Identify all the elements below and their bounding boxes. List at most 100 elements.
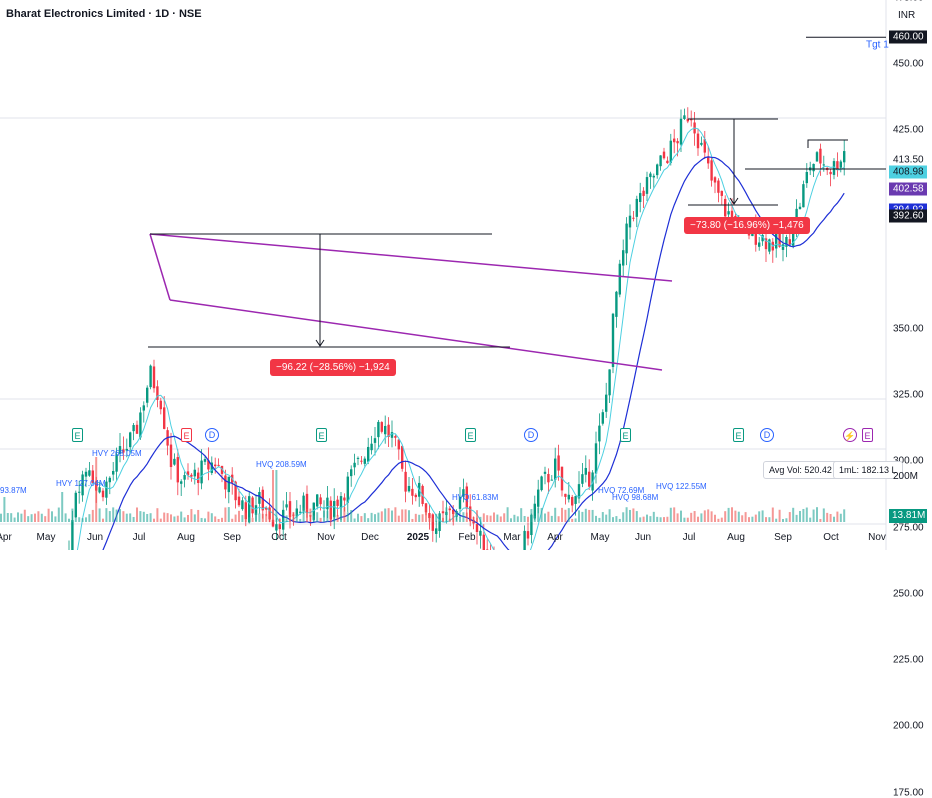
candle-body xyxy=(594,443,598,474)
volume-annotation: HVY 268.05M xyxy=(92,449,142,458)
volume-bar xyxy=(822,508,825,522)
candle-body xyxy=(275,524,278,531)
dividend-icon[interactable]: D xyxy=(205,428,219,442)
chart-title: Bharat Electronics Limited · 1D · NSE xyxy=(6,8,202,20)
volume-bar xyxy=(285,515,288,522)
candle-body xyxy=(635,198,638,217)
candle-body xyxy=(577,484,581,499)
candle-body xyxy=(241,500,244,510)
volume-bar xyxy=(146,513,149,522)
candle-body xyxy=(659,155,662,167)
volume-annotation: HVQ 61.83M xyxy=(452,493,499,502)
volume-bar xyxy=(292,512,295,522)
volume-bar xyxy=(142,511,145,522)
candle-body xyxy=(802,184,805,208)
volume-bar xyxy=(163,512,166,522)
volume-bar xyxy=(693,511,696,522)
volume-bar xyxy=(176,515,179,522)
earnings-icon[interactable]: E xyxy=(465,428,476,442)
volume-bar xyxy=(506,507,509,522)
candle-body xyxy=(815,152,819,162)
volume-bar xyxy=(659,517,662,522)
candle-body xyxy=(234,481,237,501)
candle-body xyxy=(135,424,139,434)
volume-bar xyxy=(608,509,611,522)
candle-body xyxy=(717,180,720,193)
time-tick: 2025 xyxy=(406,532,430,543)
volume-bar xyxy=(353,518,356,522)
volume-bar xyxy=(85,517,87,522)
volume-annotation: HVQ 208.59M xyxy=(256,460,307,469)
volume-bar xyxy=(751,516,754,522)
volume-bar xyxy=(214,516,217,522)
candle-body xyxy=(278,524,281,530)
candle-body xyxy=(649,173,652,178)
volume-bar xyxy=(384,508,387,522)
candle-body xyxy=(142,405,145,411)
volume-bar xyxy=(112,507,115,522)
volume-bar xyxy=(40,513,43,522)
volume-bar xyxy=(71,508,74,522)
volume-bar xyxy=(360,516,363,522)
volume-bar xyxy=(499,516,502,522)
volume-bar xyxy=(642,516,645,522)
earnings-icon[interactable]: E xyxy=(181,428,192,442)
volume-bar xyxy=(401,509,404,522)
candle-body xyxy=(370,443,373,451)
volume-bar xyxy=(251,517,254,522)
volume-bar xyxy=(455,511,458,522)
volume-bar xyxy=(132,516,135,522)
volume-bar xyxy=(309,508,312,522)
time-tick: Sep xyxy=(774,532,792,543)
volume-bar xyxy=(639,517,642,522)
candle-body xyxy=(105,481,108,498)
volume-bar xyxy=(78,517,81,522)
volume-bar xyxy=(23,509,26,522)
volume-bar xyxy=(605,514,608,522)
volume-bar xyxy=(761,510,764,522)
volume-bar xyxy=(510,518,512,522)
candle-body xyxy=(237,496,241,506)
volume-bar xyxy=(714,514,716,522)
candle-body xyxy=(203,459,207,462)
candle-body xyxy=(666,160,669,164)
volume-bar xyxy=(513,514,516,522)
volume-bar xyxy=(221,517,223,522)
earnings-icon[interactable]: E xyxy=(316,428,327,442)
candle-body xyxy=(581,474,584,484)
earnings-icon[interactable]: E xyxy=(733,428,744,442)
earnings-icon[interactable]: E xyxy=(620,428,631,442)
time-tick: Sep xyxy=(223,532,241,543)
volume-bar xyxy=(34,513,36,522)
volume-bar xyxy=(663,517,665,522)
candle-body xyxy=(438,513,441,532)
split-icon[interactable]: ⚡ xyxy=(843,428,857,442)
volume-bar xyxy=(829,514,832,522)
candle-body xyxy=(707,156,710,164)
dividend-icon[interactable]: D xyxy=(760,428,774,442)
candle-body xyxy=(764,238,768,250)
volume-bar xyxy=(615,516,618,522)
volume-bar xyxy=(748,517,750,522)
volume-bar xyxy=(197,509,200,522)
earnings-icon[interactable]: E xyxy=(72,428,83,442)
volume-bar xyxy=(44,516,47,522)
volume-bar xyxy=(788,512,791,522)
volume-annotation: 93.87M xyxy=(0,486,27,495)
price-tick: 225.00 xyxy=(893,654,924,666)
volume-bar xyxy=(561,507,563,522)
volume-bar xyxy=(149,513,152,522)
earnings-icon[interactable]: E xyxy=(862,428,873,442)
dividend-icon[interactable]: D xyxy=(524,428,538,442)
candle-body xyxy=(533,503,536,519)
candle-body xyxy=(550,479,553,481)
volume-bar xyxy=(625,507,628,522)
volume-bar xyxy=(190,509,193,522)
volume-bar xyxy=(102,518,104,522)
volume-bar xyxy=(567,508,570,522)
price-badge: 460.00 xyxy=(889,30,927,44)
volume-bar xyxy=(166,513,169,522)
candle-body xyxy=(605,394,608,412)
candle-body xyxy=(254,505,258,515)
candle-body xyxy=(414,494,417,498)
